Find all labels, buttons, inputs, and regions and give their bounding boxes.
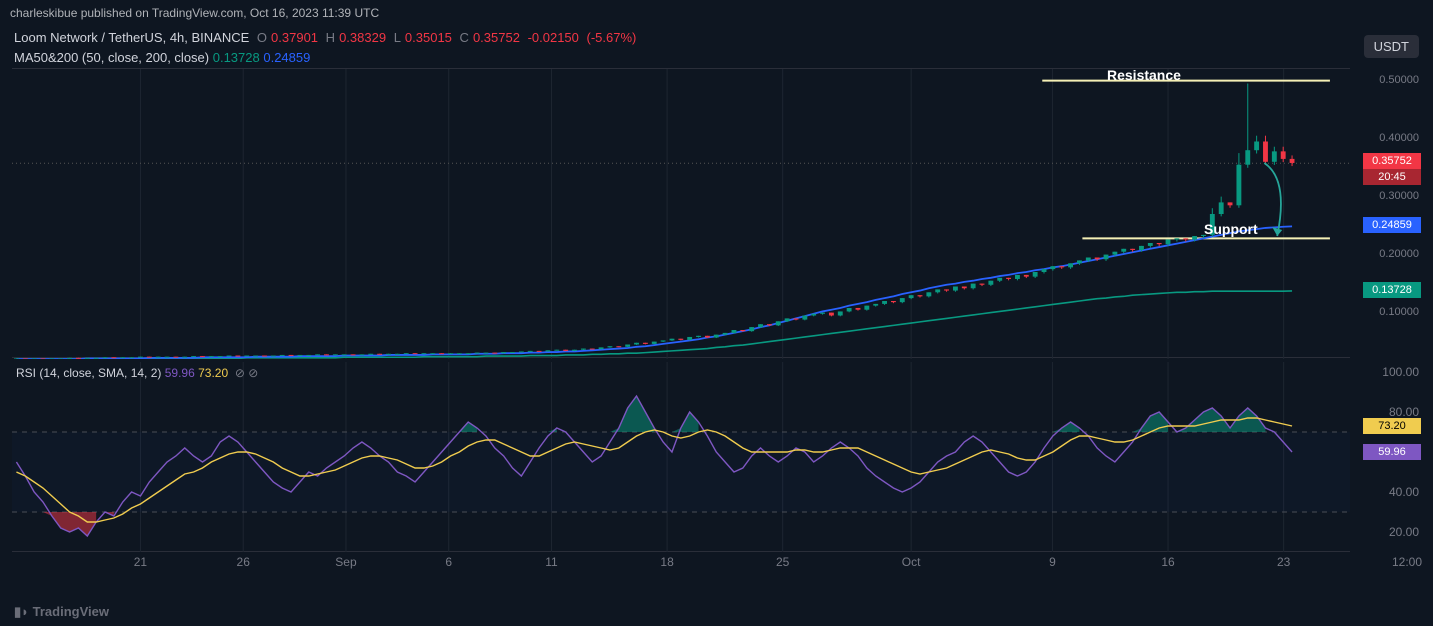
- ohlc-c-label: C: [460, 30, 469, 45]
- rsi-chart-svg: [12, 362, 1350, 552]
- eye-icon[interactable]: ⊘ ⊘: [231, 366, 258, 380]
- price-label-ma50: 0.24859: [1363, 217, 1421, 233]
- time-tick: 21: [134, 555, 147, 569]
- ohlc-chg-abs: -0.02150: [528, 30, 579, 45]
- rsi-tick: 100.00: [1382, 365, 1419, 379]
- price-label-countdown: 20:45: [1363, 169, 1421, 185]
- quote-currency-badge[interactable]: USDT: [1364, 35, 1419, 58]
- price-tick: 0.30000: [1379, 190, 1419, 202]
- brand-logo-icon: ▮◗: [14, 604, 33, 619]
- ma-v1: 0.13728: [213, 50, 260, 65]
- price-tick: 0.10000: [1379, 306, 1419, 318]
- ma-indicator-label: MA50&200 (50, close, 200, close): [14, 50, 209, 65]
- time-tick: Sep: [335, 555, 356, 569]
- time-tick: Oct: [902, 555, 921, 569]
- brand-text: TradingView: [33, 604, 109, 619]
- price-tick: 0.50000: [1379, 74, 1419, 86]
- ma-v2: 0.24859: [263, 50, 310, 65]
- symbol-pair: Loom Network / TetherUS, 4h, BINANCE: [14, 30, 249, 45]
- rsi-tick: 20.00: [1389, 525, 1419, 539]
- ma-legend[interactable]: MA50&200 (50, close, 200, close) 0.13728…: [14, 50, 310, 65]
- time-tick: 16: [1161, 555, 1174, 569]
- time-tick: 18: [660, 555, 673, 569]
- time-tick: 6: [445, 555, 452, 569]
- ohlc-l-label: L: [394, 30, 401, 45]
- resistance-label: Resistance: [1107, 67, 1181, 83]
- ohlc-chg-pct: (-5.67%): [587, 30, 637, 45]
- publish-text: charleskibue published on TradingView.co…: [10, 6, 379, 20]
- ohlc-o-val: 0.37901: [271, 30, 318, 45]
- rsi-label-sma: 73.20: [1363, 418, 1421, 434]
- rsi-tick: 40.00: [1389, 485, 1419, 499]
- price-chart-pane[interactable]: Resistance Support: [12, 68, 1350, 358]
- time-tick: 9: [1049, 555, 1056, 569]
- rsi-label-rsi: 59.96: [1363, 444, 1421, 460]
- price-tick: 0.20000: [1379, 248, 1419, 260]
- time-axis-right-label: 12:00: [1392, 555, 1422, 569]
- symbol-legend[interactable]: Loom Network / TetherUS, 4h, BINANCE O 0.…: [14, 30, 640, 45]
- price-chart-svg: [12, 69, 1350, 359]
- time-tick: 26: [237, 555, 250, 569]
- rsi-v2: 73.20: [198, 366, 228, 380]
- ohlc-o-label: O: [257, 30, 267, 45]
- publish-header: charleskibue published on TradingView.co…: [0, 0, 1433, 26]
- time-tick: 25: [776, 555, 789, 569]
- rsi-label: RSI (14, close, SMA, 14, 2): [16, 366, 161, 380]
- tradingview-brand: ▮◗ TradingView: [14, 604, 109, 620]
- price-label-current: 0.35752: [1363, 153, 1421, 169]
- price-axis[interactable]: 0.10000 0.20000 0.30000 0.40000 0.50000 0.357…: [1356, 68, 1421, 358]
- time-tick: 11: [545, 555, 557, 569]
- time-axis[interactable]: 2126Sep6111825Oct9162312:00: [12, 555, 1412, 575]
- rsi-axis[interactable]: 20.0040.0060.0080.00100.0073.2059.96: [1356, 362, 1421, 552]
- price-label-ma200: 0.13728: [1363, 282, 1421, 298]
- rsi-legend[interactable]: RSI (14, close, SMA, 14, 2) 59.96 73.20 …: [16, 366, 258, 380]
- rsi-v1: 59.96: [165, 366, 195, 380]
- ohlc-h-label: H: [326, 30, 335, 45]
- support-label: Support: [1204, 221, 1258, 237]
- time-tick: 23: [1277, 555, 1290, 569]
- ohlc-c-val: 0.35752: [473, 30, 520, 45]
- price-tick: 0.40000: [1379, 132, 1419, 144]
- ohlc-l-val: 0.35015: [405, 30, 452, 45]
- rsi-pane[interactable]: RSI (14, close, SMA, 14, 2) 59.96 73.20 …: [12, 362, 1350, 552]
- ohlc-h-val: 0.38329: [339, 30, 386, 45]
